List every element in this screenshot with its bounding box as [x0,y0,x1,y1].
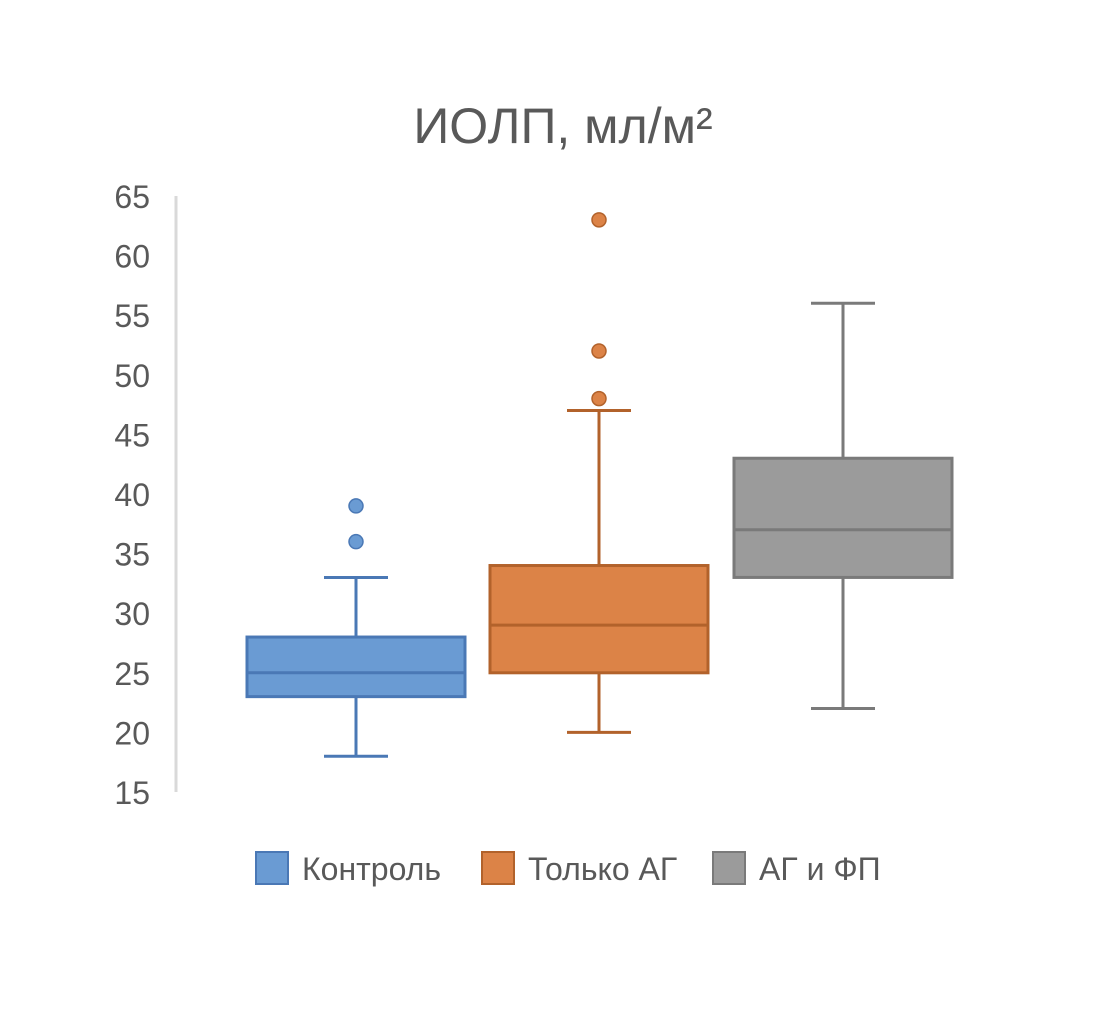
y-tick-label: 15 [114,775,150,811]
box-group [488,212,710,734]
box-iqr [732,456,954,579]
box-group [245,498,467,758]
y-tick-labels: 15 20 25 30 35 40 45 50 55 60 65 [114,179,150,811]
y-tick-label: 35 [114,537,150,573]
y-tick-label: 60 [114,239,150,275]
legend-item: Только АГ [481,851,677,887]
outlier-point [348,498,364,514]
box-group [732,301,954,711]
legend-label: Контроль [302,851,441,887]
outlier-point [348,533,364,550]
box-iqr [488,564,710,675]
chart-title: ИОЛП, мл/м² [413,98,712,154]
box-series [245,212,954,758]
legend-label: АГ и ФП [759,851,881,887]
box-iqr [245,635,467,699]
legend-item: Контроль [255,851,441,887]
legend-swatch [255,851,289,885]
legend-label: Только АГ [528,851,677,887]
y-tick-label: 45 [114,417,150,453]
y-tick-label: 25 [114,656,150,692]
y-tick-label: 65 [114,179,150,215]
y-tick-label: 55 [114,298,150,334]
legend: Контроль Только АГ АГ и ФП [255,851,881,887]
legend-item: АГ и ФП [712,851,881,887]
outlier-point [591,343,607,359]
legend-swatch [712,851,746,885]
outlier-point [591,212,607,228]
y-tick-label: 50 [114,358,150,394]
y-tick-label: 40 [114,477,150,513]
y-tick-label: 20 [114,715,150,751]
y-tick-label: 30 [114,596,150,632]
legend-swatch [481,851,515,885]
outlier-point [591,390,607,407]
